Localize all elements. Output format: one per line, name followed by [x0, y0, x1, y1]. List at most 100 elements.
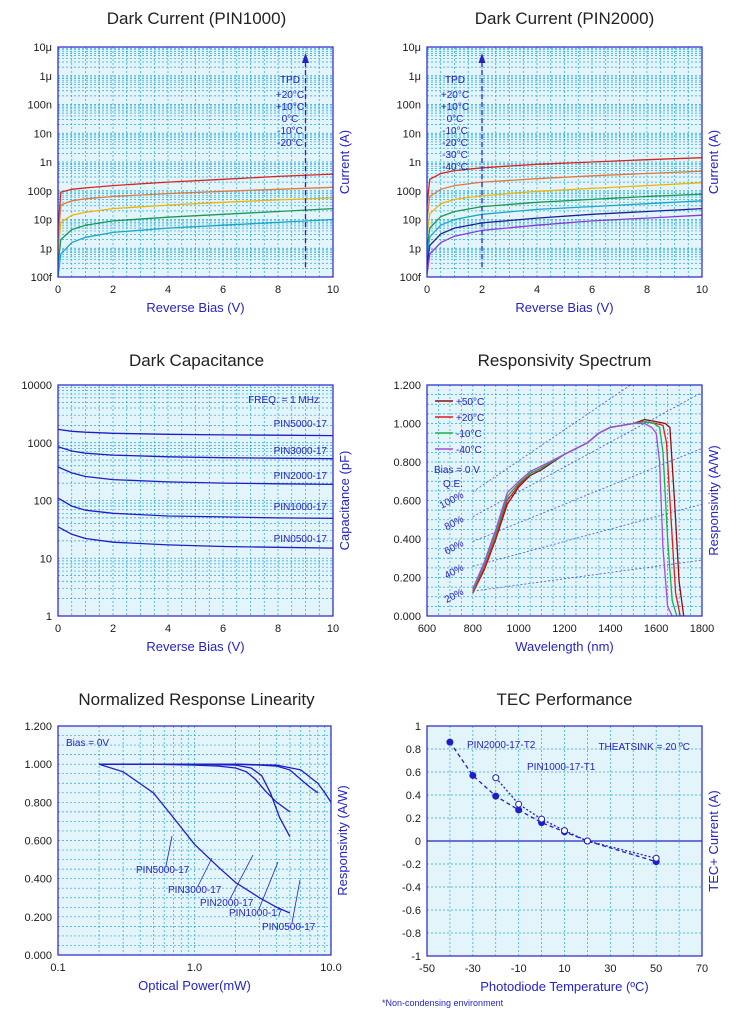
y-tick-label: 1.000 [393, 419, 421, 431]
chart-title-dark-current-pin2000: Dark Current (PIN2000) [474, 9, 655, 28]
y-tick-label: 0.2 [406, 813, 421, 825]
x-tick-label: 1400 [598, 623, 622, 635]
x-tick-label: 0 [55, 284, 61, 296]
series-group [57, 428, 334, 549]
x-tick-label: 1600 [644, 623, 668, 635]
grid-lines [427, 726, 702, 956]
chart-title-linearity: Normalized Response Linearity [78, 690, 315, 709]
series-label: PIN3000-17 [274, 446, 328, 457]
label-leader [165, 835, 173, 867]
x-axis-label: Wavelength (nm) [515, 639, 614, 654]
qe-title: Q.E. [443, 479, 463, 490]
x-tick-label: 4 [165, 623, 171, 635]
series-line-0 [98, 763, 291, 914]
legend-title: TPD [445, 75, 465, 86]
label-leader [258, 861, 279, 910]
y-tick-label: 10p [34, 215, 52, 227]
y-tick-label: 1n [40, 157, 52, 169]
series-line-1 [57, 446, 334, 460]
y-tick-label: 10n [34, 128, 52, 140]
x-tick-label: 70 [696, 963, 708, 975]
y-tick-label: 100p [28, 186, 52, 198]
x-tick-label: 600 [418, 623, 436, 635]
series-label: PIN1000-17-T1 [527, 762, 596, 773]
y-tick-label: 100f [400, 272, 422, 284]
y-tick-label: 0.400 [393, 534, 421, 546]
plot-frame [57, 384, 334, 617]
x-tick-label: 2 [110, 623, 116, 635]
series-label: PIN1000-17 [274, 502, 328, 513]
y-tick-label: 0.400 [24, 874, 52, 886]
y-tick-label: 10000 [21, 380, 52, 392]
y-tick-label: 0.600 [393, 496, 421, 508]
grid-lines [427, 47, 702, 278]
qe-line [472, 447, 703, 542]
series-line-3 [57, 497, 334, 520]
x-tick-label: 10 [696, 284, 708, 296]
arrow-head [302, 53, 309, 63]
series-line-3 [57, 207, 334, 266]
x-tick-label: 50 [650, 963, 662, 975]
x-axis-label: Reverse Bias (V) [146, 639, 244, 654]
legend-entry: +20°C [441, 90, 469, 101]
frequency-annotation: FREQ. = 1 MHz [248, 395, 319, 406]
chart-title-dark-current-pin1000: Dark Current (PIN1000) [106, 9, 287, 28]
x-tick-label: 6 [220, 284, 226, 296]
x-tick-label: 10 [558, 963, 570, 975]
plot-frame [57, 725, 332, 956]
data-point [469, 771, 477, 779]
y-tick-label: 100f [31, 272, 53, 284]
data-point [446, 738, 454, 746]
legend-entry: -20°C [442, 138, 468, 149]
y-axis-label: Current (A) [337, 130, 352, 194]
legend-entry: -10°C [277, 126, 303, 137]
y-axis-label: Responsivity (A/W) [706, 445, 721, 556]
x-tick-label: 8 [644, 284, 650, 296]
bias-annotation: Bias = 0V [66, 738, 109, 749]
series-label: PIN2000-17 [200, 898, 254, 909]
series-label: PIN2000-17-T2 [467, 740, 536, 751]
legend-entry: 0°C [447, 114, 464, 125]
y-tick-label: 0.6 [406, 767, 421, 779]
plot-frame [426, 46, 703, 278]
series-line-3 [472, 422, 673, 617]
bias-annotation: Bias = 0 V [434, 465, 480, 476]
series-label: PIN2000-17 [274, 471, 328, 482]
legend-entry: -20°C [277, 138, 303, 149]
legend-entry: +50°C [456, 397, 484, 408]
series-label: PIN5000-17 [274, 419, 328, 430]
x-axis-label: Reverse Bias (V) [146, 300, 244, 315]
x-tick-label: -30 [465, 963, 481, 975]
y-tick-label: 0.800 [24, 797, 52, 809]
tec-footnote: *Non-condensing environment [382, 998, 504, 1008]
x-axis-label: Optical Power(mW) [138, 978, 251, 993]
y-tick-label: 10μ [33, 42, 52, 54]
x-tick-label: -10 [511, 963, 527, 975]
data-point [492, 774, 500, 782]
x-tick-label: 0.1 [50, 962, 65, 974]
y-axis-label: Capacitance (pF) [337, 451, 352, 551]
series-label: PIN0500-17 [274, 534, 328, 545]
x-tick-label: 8 [275, 284, 281, 296]
y-tick-label: 10 [40, 553, 52, 565]
legend-entry: +20°C [276, 90, 304, 101]
series-line-4 [57, 526, 334, 549]
legend-entry: -10°C [456, 429, 482, 440]
y-tick-label: 0.200 [24, 912, 52, 924]
chart-title-dark-capacitance: Dark Capacitance [128, 351, 265, 370]
y-tick-label: -0.6 [402, 905, 421, 917]
x-tick-label: 0 [55, 623, 61, 635]
y-tick-label: 0.800 [393, 457, 421, 469]
series-line-2 [57, 466, 334, 486]
series-label: PIN5000-17 [136, 865, 190, 876]
x-tick-label: 2 [110, 284, 116, 296]
label-leader [291, 879, 301, 924]
x-tick-label: 4 [534, 284, 540, 296]
x-tick-label: 10.0 [320, 962, 341, 974]
heatsink-annotation: THEATSINK = 20 ºC [598, 742, 690, 753]
y-axis-label: TEC+ Current (A) [706, 790, 721, 892]
y-tick-label: 1000 [28, 438, 52, 450]
x-tick-label: 4 [165, 284, 171, 296]
legend-entry: +10°C [276, 102, 304, 113]
